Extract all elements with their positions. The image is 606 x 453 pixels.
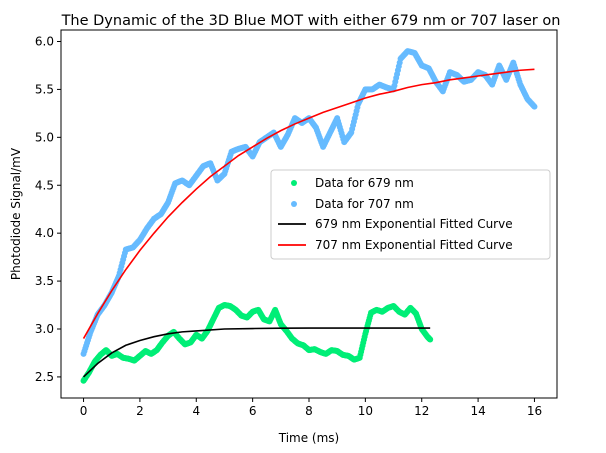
series-707-data bbox=[80, 48, 538, 357]
x-axis: 0 2 4 6 8 10 12 14 16 bbox=[80, 398, 542, 418]
x-tick-label: 12 bbox=[414, 404, 429, 418]
y-tick-label: 4.0 bbox=[35, 226, 54, 240]
legend-label-707-fit: 707 nm Exponential Fitted Curve bbox=[315, 238, 513, 252]
y-tick-label: 2.5 bbox=[35, 370, 54, 384]
fit-curve-679 bbox=[82, 327, 431, 378]
x-tick-label: 6 bbox=[249, 404, 257, 418]
legend-marker-707 bbox=[291, 201, 297, 207]
x-tick-label: 14 bbox=[470, 404, 485, 418]
x-tick-label: 4 bbox=[192, 404, 200, 418]
legend-frame bbox=[270, 169, 551, 260]
y-axis: 2.5 3.0 3.5 4.0 4.5 5.0 5.5 6.0 bbox=[35, 35, 61, 384]
data-point bbox=[531, 103, 538, 110]
legend-label-707-data: Data for 707 nm bbox=[315, 197, 414, 211]
y-tick-label: 3.0 bbox=[35, 322, 54, 336]
x-tick-label: 2 bbox=[136, 404, 144, 418]
y-tick-label: 5.0 bbox=[35, 130, 54, 144]
x-axis-label: Time (ms) bbox=[278, 431, 340, 445]
chart-title: The Dynamic of the 3D Blue MOT with eith… bbox=[61, 13, 561, 29]
series-679-data bbox=[80, 302, 434, 384]
legend-label-679-data: Data for 679 nm bbox=[315, 176, 414, 190]
y-axis-label: Photodiode Signal/mV bbox=[9, 147, 23, 280]
y-tick-label: 5.5 bbox=[35, 82, 54, 96]
legend: Data for 679 nm Data for 707 nm 679 nm E… bbox=[270, 169, 551, 260]
fit-curve-707 bbox=[82, 68, 535, 339]
x-tick-label: 16 bbox=[527, 404, 542, 418]
x-tick-label: 0 bbox=[80, 404, 88, 418]
series-layer bbox=[80, 48, 538, 384]
y-tick-label: 3.5 bbox=[35, 274, 54, 288]
y-tick-label: 6.0 bbox=[35, 35, 54, 49]
legend-label-679-fit: 679 nm Exponential Fitted Curve bbox=[315, 217, 513, 231]
data-point bbox=[427, 336, 434, 343]
y-tick-label: 4.5 bbox=[35, 178, 54, 192]
x-tick-label: 8 bbox=[305, 404, 313, 418]
x-tick-label: 10 bbox=[358, 404, 373, 418]
legend-marker-679 bbox=[291, 180, 297, 186]
